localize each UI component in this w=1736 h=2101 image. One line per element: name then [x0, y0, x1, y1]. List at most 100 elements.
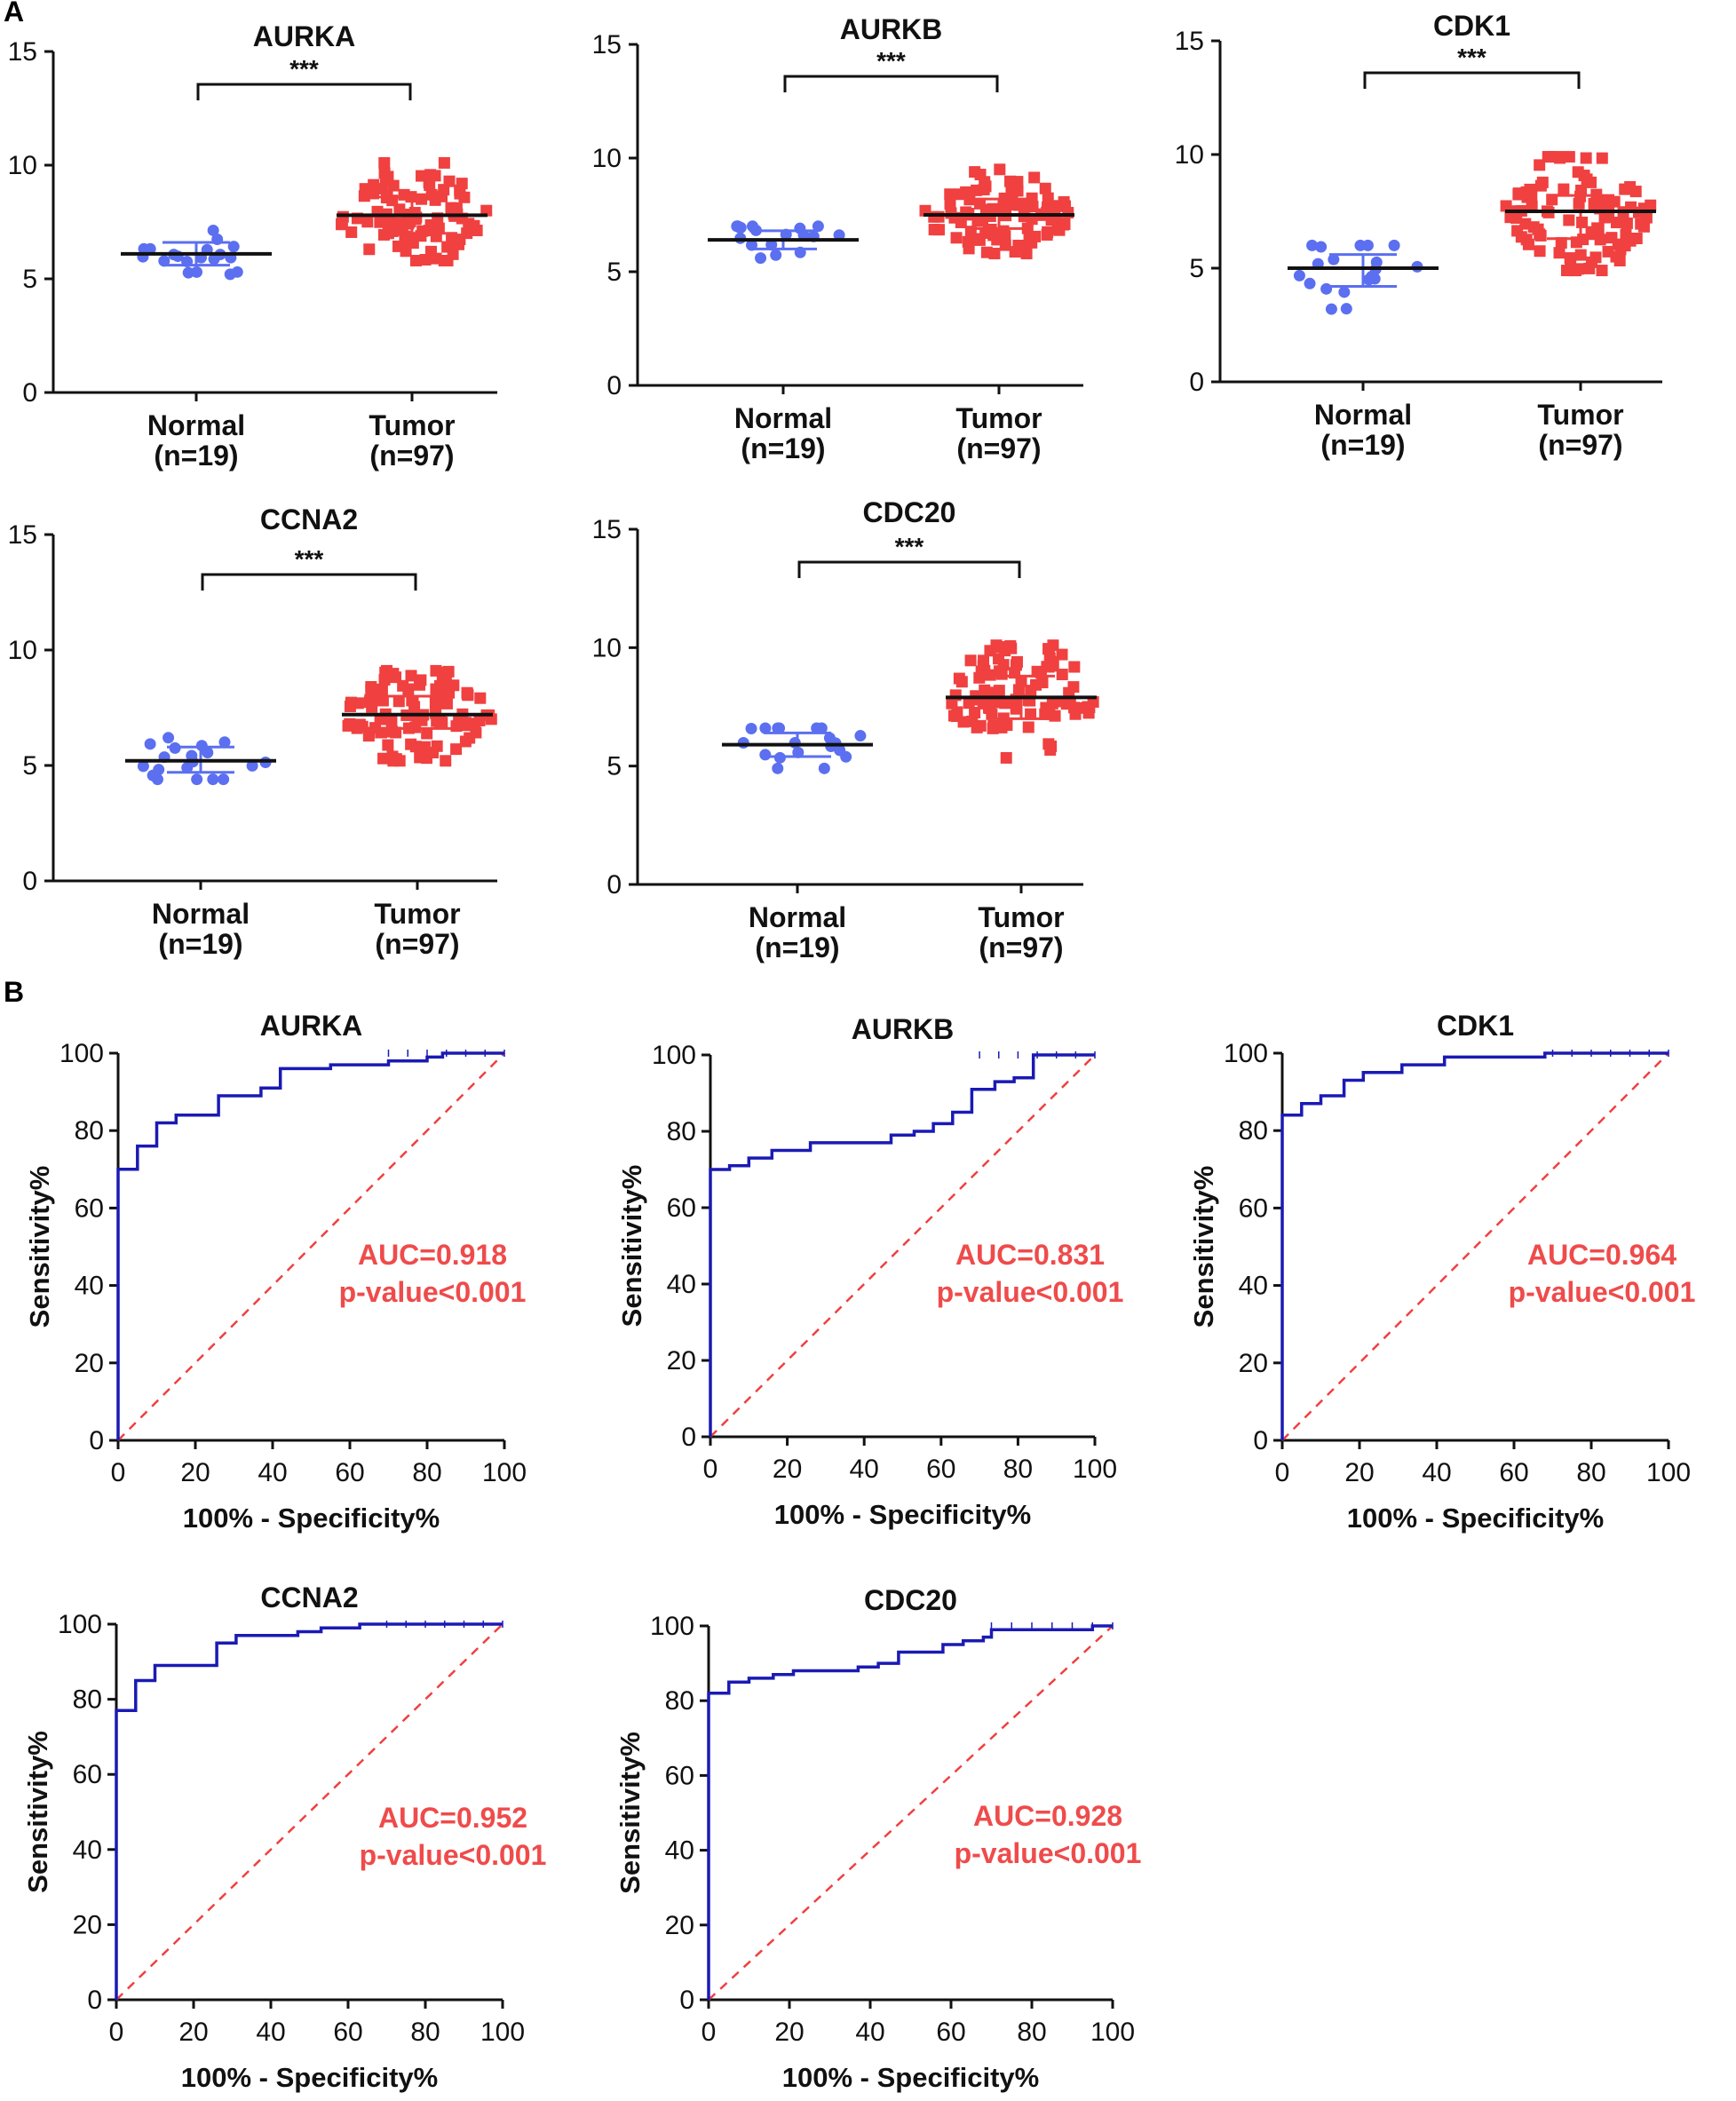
y-tick-label: 15: [8, 37, 37, 67]
data-point: [1012, 199, 1025, 211]
data-point: [993, 685, 1005, 697]
y-tick-label: 60: [665, 1761, 694, 1790]
x-tick-label: 100: [1646, 1458, 1691, 1487]
y-tick-label: 80: [73, 1685, 102, 1715]
data-point: [1534, 159, 1546, 171]
data-point: [854, 730, 867, 742]
data-point: [988, 248, 1001, 260]
data-point: [1534, 228, 1546, 241]
data-point: [1366, 270, 1378, 282]
category-label: Normal: [147, 409, 245, 441]
auc-label: AUC=0.964: [1527, 1239, 1677, 1271]
data-point: [1563, 151, 1575, 163]
data-point: [950, 232, 963, 244]
data-point: [454, 234, 466, 246]
data-point: [1583, 262, 1596, 274]
data-point: [1572, 166, 1584, 178]
data-point: [979, 684, 991, 696]
y-tick-label: 0: [87, 1986, 102, 2015]
y-tick-label: 20: [665, 1911, 694, 1940]
data-point: [737, 737, 749, 749]
significance-bracket: [797, 560, 1021, 578]
roc-curve: [707, 1624, 1113, 2000]
data-point: [1624, 180, 1637, 193]
data-point: [378, 167, 391, 179]
data-point: [1553, 247, 1566, 259]
x-tick-label: 80: [412, 1458, 441, 1487]
data-point: [1370, 256, 1383, 268]
data-point: [1520, 234, 1533, 246]
data-point: [1620, 228, 1632, 241]
category-n-label: (n=97): [979, 932, 1063, 963]
data-point: [182, 266, 194, 279]
data-point: [342, 719, 354, 732]
data-point: [969, 707, 981, 719]
y-tick-label: 10: [592, 144, 622, 173]
data-point: [1042, 226, 1054, 238]
p-value-label: p-value<0.001: [937, 1276, 1124, 1308]
y-tick-label: 5: [606, 258, 622, 287]
data-point: [991, 234, 1003, 246]
x-axis-title: 100% - Specificity%: [1347, 1502, 1604, 1534]
chart-title: CCNA2: [260, 1582, 358, 1613]
y-axis-title: Sensitivity%: [24, 1166, 55, 1328]
data-point: [1064, 696, 1076, 709]
data-point: [367, 187, 379, 200]
data-point: [207, 224, 219, 236]
data-point: [387, 179, 400, 192]
auc-label: AUC=0.831: [955, 1239, 1105, 1271]
x-tick-label: 100: [482, 1458, 527, 1487]
significance-bracket: [196, 83, 412, 100]
data-point: [1640, 211, 1653, 224]
p-value-label: p-value<0.001: [360, 1839, 547, 1871]
data-point: [438, 156, 450, 169]
group-tumor: Tumor(n=97): [336, 156, 493, 472]
data-point: [755, 252, 767, 265]
data-point: [440, 697, 453, 710]
y-tick-label: 15: [592, 515, 622, 544]
group-tumor: Tumor(n=97): [946, 639, 1099, 963]
y-tick-label: 100: [59, 1039, 104, 1068]
data-point: [1568, 265, 1581, 277]
data-point: [456, 178, 468, 190]
data-point: [400, 245, 412, 258]
data-point: [759, 722, 772, 734]
x-axis-title: 100% - Specificity%: [774, 1499, 1031, 1530]
category-n-label: (n=97): [375, 928, 459, 960]
x-tick-label: 0: [111, 1458, 126, 1487]
data-point: [1534, 245, 1546, 258]
data-point: [928, 224, 940, 236]
data-point: [979, 226, 992, 239]
y-tick-label: 0: [681, 1423, 696, 1452]
y-tick-label: 100: [652, 1041, 696, 1070]
data-point: [1025, 685, 1037, 697]
chart-title: AURKA: [260, 1010, 363, 1042]
group-normal: Normal(n=19): [125, 732, 276, 960]
auc-label: AUC=0.928: [973, 1800, 1122, 1832]
data-point: [1563, 214, 1575, 226]
x-tick-label: 60: [936, 2018, 965, 2047]
data-point: [405, 670, 417, 682]
data-point: [1328, 253, 1340, 266]
y-tick-label: 40: [665, 1836, 694, 1866]
chart-title: CDC20: [863, 496, 956, 528]
x-tick-label: 80: [1003, 1455, 1033, 1484]
significance-stars: ***: [876, 47, 906, 75]
data-point: [731, 220, 743, 233]
data-point: [362, 730, 375, 742]
data-point: [447, 248, 459, 260]
data-point: [1558, 183, 1570, 195]
chart-cdk1-b: 0 20 40 60 80 100 0 20 40 60 80 100 100% - Specifici…: [1188, 1010, 1695, 1534]
data-point: [1500, 200, 1512, 212]
panel-label-b: B: [4, 976, 24, 1008]
p-value-label: p-value<0.001: [339, 1276, 527, 1308]
data-point: [773, 722, 786, 734]
y-tick-label: 100: [650, 1612, 694, 1641]
data-point: [1049, 203, 1061, 216]
data-point: [407, 232, 419, 244]
data-point: [994, 163, 1006, 176]
data-point: [969, 166, 981, 178]
y-tick-label: 40: [1239, 1272, 1268, 1301]
data-point: [191, 773, 203, 786]
